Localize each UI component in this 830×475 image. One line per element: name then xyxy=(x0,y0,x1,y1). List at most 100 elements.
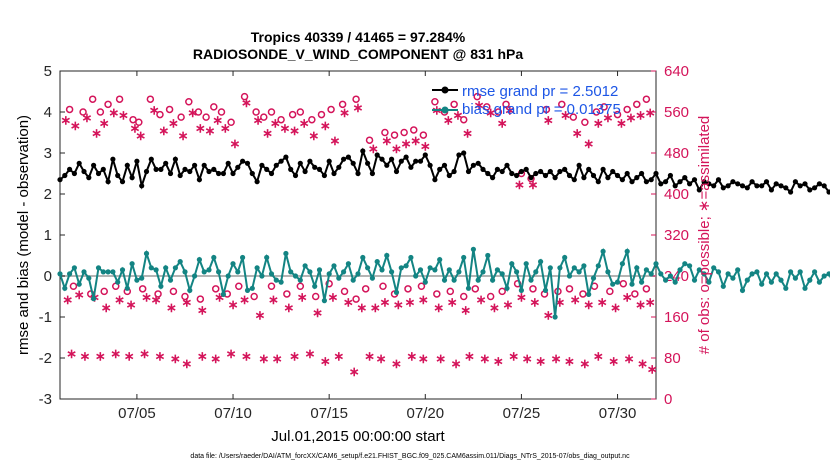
bias-point xyxy=(62,285,68,291)
obs-possible-point xyxy=(498,287,506,296)
bias-point xyxy=(562,254,568,261)
bias-point xyxy=(821,273,827,279)
rmse-point xyxy=(475,160,481,166)
rmse-point xyxy=(812,185,818,191)
legend-bias-swatch-marker xyxy=(441,106,449,114)
bias-point xyxy=(595,263,601,269)
rmse-point xyxy=(201,162,207,168)
rmse-point xyxy=(826,189,830,195)
rmse-point xyxy=(76,160,82,166)
obs-assimilated-point: ∗ xyxy=(197,348,208,363)
obs-assimilated-point: ∗ xyxy=(493,354,504,369)
bias-point xyxy=(566,273,573,279)
obs-assimilated-point: ∗ xyxy=(74,287,85,302)
obs-possible-point xyxy=(623,105,631,114)
bias-point xyxy=(816,279,823,285)
obs-possible-point xyxy=(115,95,124,103)
rmse-point xyxy=(345,154,351,160)
rmse-point xyxy=(254,179,260,185)
rmse-point xyxy=(538,168,544,175)
bias-point xyxy=(76,281,82,287)
rmse-point xyxy=(514,172,520,179)
rmse-point xyxy=(441,162,448,168)
obs-assimilated-point: ∗ xyxy=(583,136,594,151)
rmse-point xyxy=(115,172,121,179)
rmse-point xyxy=(706,181,712,187)
obs-possible-point xyxy=(260,113,268,121)
obs-assimilated-point: ∗ xyxy=(635,108,646,123)
obs-assimilated-point: ∗ xyxy=(404,295,415,310)
bias-point xyxy=(105,269,111,275)
obs-possible-point xyxy=(325,279,333,288)
obs-assimilated-point: ∗ xyxy=(543,113,554,128)
obs-assimilated-point: ∗ xyxy=(228,297,239,312)
obs-assimilated-point: ∗ xyxy=(497,115,508,130)
bias-point xyxy=(220,291,226,297)
rmse-point xyxy=(86,175,92,181)
bias-point xyxy=(706,279,712,285)
obs-possible-point xyxy=(154,290,162,298)
rmse-point xyxy=(788,189,794,195)
rmse-point xyxy=(571,177,577,183)
bias-point xyxy=(307,269,313,275)
obs-assimilated-point: ∗ xyxy=(114,292,125,307)
obs-possible-point xyxy=(181,292,189,301)
bias-point xyxy=(687,263,693,269)
rmse-point xyxy=(614,172,621,179)
bias-point xyxy=(302,263,308,269)
obs-assimilated-point: ∗ xyxy=(391,141,402,156)
obs-assimilated-point: ∗ xyxy=(270,115,281,130)
bias-point xyxy=(172,265,178,271)
rmse-point xyxy=(605,175,611,181)
rmse-point xyxy=(754,183,760,189)
rmse-series-markers xyxy=(57,148,830,195)
obs-assimilated-point: ∗ xyxy=(95,348,106,363)
rmse-point xyxy=(629,179,635,185)
obs-assimilated-point: ∗ xyxy=(508,348,519,363)
rmse-point xyxy=(196,177,202,183)
obs-assimilated-point: ∗ xyxy=(299,115,310,130)
rmse-point xyxy=(576,162,582,168)
bias-point xyxy=(523,261,529,267)
bias-point xyxy=(451,277,457,283)
obs-assimilated-point: ∗ xyxy=(135,128,146,143)
obs-possible-point xyxy=(365,136,374,144)
bias-point xyxy=(475,277,481,283)
obs-possible-point xyxy=(69,282,78,290)
rmse-point xyxy=(735,181,741,187)
rmse-point xyxy=(100,166,106,172)
obs-assimilated-point: ∗ xyxy=(328,290,339,305)
rmse-point xyxy=(437,166,443,172)
obs-possible-point xyxy=(542,105,551,114)
rmse-point xyxy=(408,164,414,170)
rmse-point xyxy=(816,181,823,187)
bias-point xyxy=(571,265,577,271)
y-right-tick-label: 320 xyxy=(664,227,689,244)
bias-point xyxy=(86,275,92,281)
obs-possible-point xyxy=(502,100,510,109)
bias-point xyxy=(95,265,102,271)
y-left-tick-label: 0 xyxy=(44,268,52,285)
rmse-point xyxy=(663,179,669,185)
obs-possible-point xyxy=(277,115,285,124)
bias-point xyxy=(792,275,799,281)
rmse-point xyxy=(264,166,270,172)
obs-assimilated-point: ∗ xyxy=(418,351,429,366)
rmse-point xyxy=(682,175,688,181)
rmse-point xyxy=(297,160,303,166)
obs-possible-point xyxy=(352,295,360,303)
obs-possible-point xyxy=(459,115,468,124)
rmse-point xyxy=(566,172,573,179)
obs-assimilated-point: ∗ xyxy=(124,348,135,363)
bias-point xyxy=(292,273,299,279)
obs-assimilated-point: ∗ xyxy=(110,346,121,361)
rmse-point xyxy=(302,168,308,175)
rmse-point xyxy=(778,183,784,189)
obs-assimilated-point: ∗ xyxy=(81,110,92,125)
rmse-point xyxy=(465,168,472,175)
obs-assimilated-point: ∗ xyxy=(205,123,216,138)
obs-assimilated-point: ∗ xyxy=(339,105,350,120)
obs-assimilated-point: ∗ xyxy=(570,292,581,307)
rmse-point xyxy=(374,152,380,158)
